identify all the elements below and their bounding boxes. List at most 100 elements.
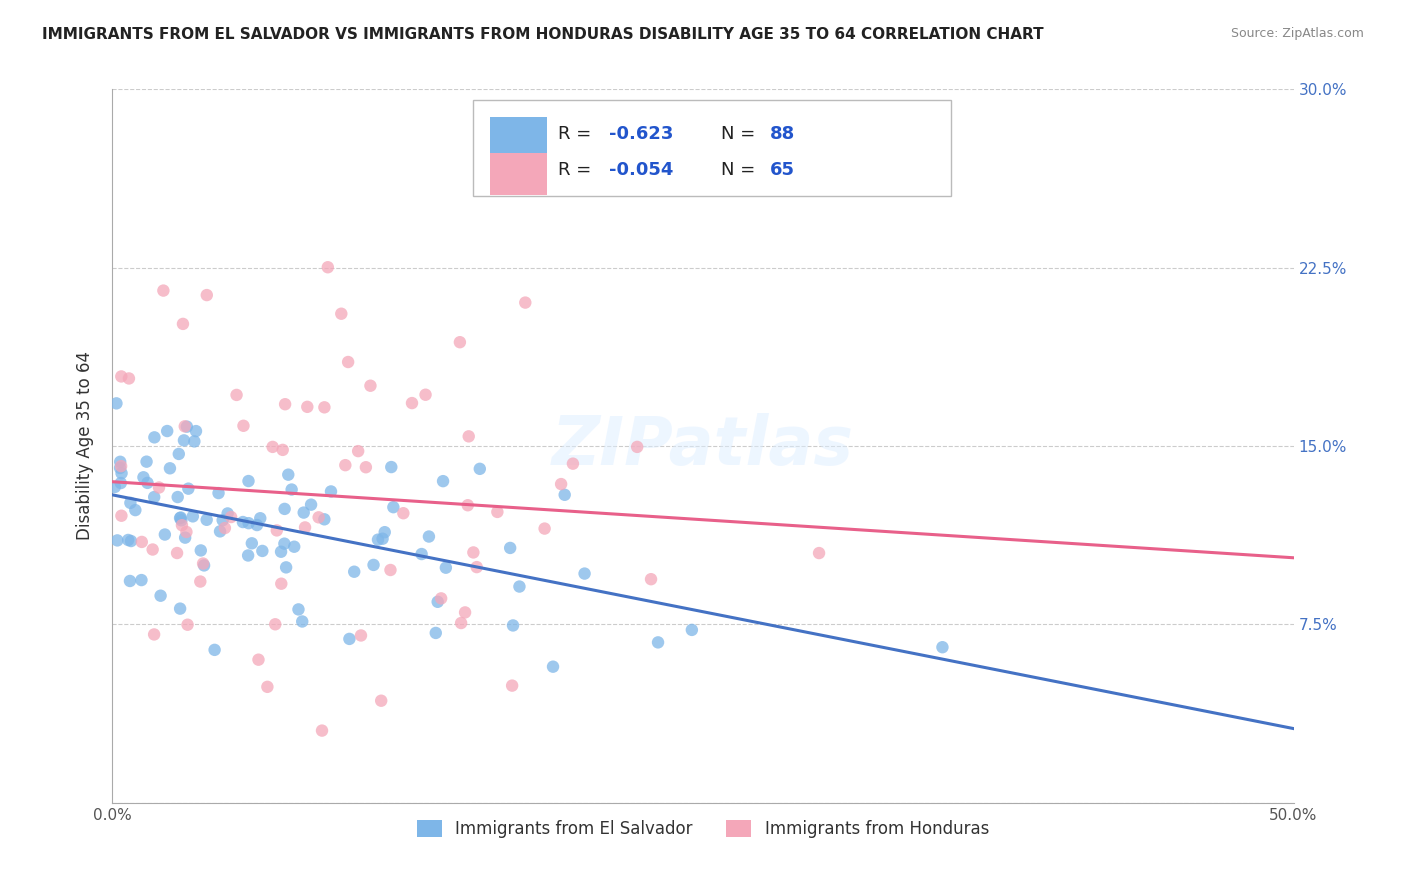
Text: N =: N = [721, 161, 761, 178]
Point [252, 544, 274, 558]
Point [316, 260, 339, 275]
Point [104, 480, 127, 494]
Point [105, 396, 128, 410]
Point [176, 617, 198, 632]
Point [486, 505, 509, 519]
Point [454, 606, 477, 620]
Point [508, 580, 530, 594]
Point [270, 576, 292, 591]
Point [640, 572, 662, 586]
Text: -0.054: -0.054 [609, 161, 673, 178]
Point [626, 440, 648, 454]
Point [236, 549, 259, 563]
Point [238, 474, 260, 488]
Point [299, 498, 322, 512]
Point [415, 388, 437, 402]
Point [343, 565, 366, 579]
Point [110, 476, 132, 491]
Text: R =: R = [558, 125, 596, 143]
Point [280, 483, 302, 497]
Point [195, 513, 218, 527]
Point [105, 533, 128, 548]
Point [426, 595, 449, 609]
Point [392, 506, 415, 520]
Point [143, 430, 166, 444]
Point [120, 496, 142, 510]
Text: R =: R = [558, 161, 596, 178]
Point [319, 484, 342, 499]
Point [264, 617, 287, 632]
Point [170, 513, 193, 527]
Point [354, 460, 377, 475]
Point [174, 531, 197, 545]
Point [273, 502, 295, 516]
Point [172, 317, 194, 331]
Point [170, 510, 193, 524]
Point [193, 558, 215, 573]
Point [363, 558, 385, 572]
Point [170, 518, 193, 533]
Point [167, 447, 190, 461]
Point [541, 659, 564, 673]
Point [207, 486, 229, 500]
Point [554, 488, 576, 502]
Point [153, 527, 176, 541]
Point [131, 535, 153, 549]
Point [270, 545, 292, 559]
Point [430, 591, 453, 606]
Point [108, 455, 131, 469]
Point [449, 335, 471, 350]
Point [152, 284, 174, 298]
Point [371, 532, 394, 546]
Point [262, 440, 284, 454]
Point [681, 623, 703, 637]
Point [314, 401, 336, 415]
Point [808, 546, 831, 560]
Point [132, 470, 155, 484]
Point [159, 461, 181, 475]
Legend: Immigrants from El Salvador, Immigrants from Honduras: Immigrants from El Salvador, Immigrants … [411, 813, 995, 845]
Point [339, 632, 361, 646]
Point [124, 503, 146, 517]
Point [457, 429, 479, 443]
Point [232, 515, 254, 529]
Point [166, 490, 188, 504]
Point [330, 307, 353, 321]
Point [181, 509, 204, 524]
Point [274, 560, 297, 574]
Point [468, 462, 491, 476]
Point [176, 419, 198, 434]
Point [931, 640, 953, 655]
Point [188, 574, 211, 589]
Point [359, 378, 381, 392]
Point [465, 560, 488, 574]
Point [214, 521, 236, 535]
Point [176, 524, 198, 539]
Point [118, 574, 141, 588]
Point [184, 424, 207, 438]
Point [131, 573, 153, 587]
Point [247, 653, 270, 667]
FancyBboxPatch shape [491, 118, 547, 159]
Point [561, 457, 583, 471]
Point [347, 444, 370, 458]
Point [287, 602, 309, 616]
Point [499, 541, 522, 555]
Point [297, 400, 319, 414]
Point [110, 508, 132, 523]
Point [142, 542, 165, 557]
Point [148, 481, 170, 495]
Point [204, 643, 226, 657]
Point [240, 536, 263, 550]
Point [450, 615, 472, 630]
Point [533, 522, 555, 536]
Point [374, 525, 396, 540]
Point [249, 511, 271, 525]
Point [350, 628, 373, 642]
Point [401, 396, 423, 410]
Point [143, 490, 166, 504]
Y-axis label: Disability Age 35 to 64: Disability Age 35 to 64 [76, 351, 94, 541]
Point [169, 601, 191, 615]
Point [217, 507, 239, 521]
Point [502, 618, 524, 632]
